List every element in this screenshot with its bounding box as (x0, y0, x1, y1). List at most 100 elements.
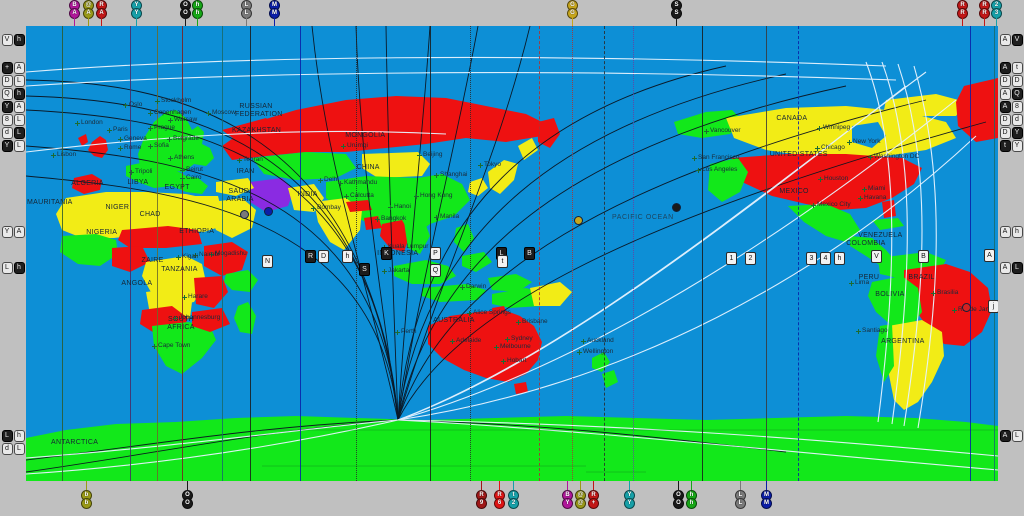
map-icon-badge[interactable]: B (918, 250, 929, 263)
map-icon-badge[interactable]: B (524, 247, 535, 260)
toolbar-icon-button[interactable]: A (999, 262, 1011, 274)
map-icon-badge[interactable]: 1 (726, 252, 737, 265)
map-icon-badge[interactable]: t (497, 255, 508, 268)
toolbar-icon-button[interactable]: Q (1, 88, 13, 100)
toolbar-icon-button[interactable]: L (13, 443, 25, 455)
map-icon-badge[interactable]: A (984, 249, 995, 262)
map-pin-head-lower[interactable]: Y (562, 498, 573, 509)
toolbar-icon-button[interactable]: t (999, 140, 1011, 152)
toolbar-icon-button[interactable]: L (1011, 430, 1023, 442)
map-pin-head-lower[interactable]: 2 (508, 498, 519, 509)
map-pin-head-lower[interactable]: 9 (476, 498, 487, 509)
toolbar-icon-button[interactable]: A (999, 34, 1011, 46)
toolbar-icon-button[interactable]: L (1, 430, 13, 442)
toolbar-icon-button[interactable]: Y (1011, 127, 1023, 139)
toolbar-icon-button[interactable]: A (999, 430, 1011, 442)
map-icon-badge[interactable]: 3 (806, 252, 817, 265)
map-canvas[interactable]: PACIFIC OCEAN MAURITANIA ALGERIA LIBYA EGYPT… (26, 26, 998, 481)
map-location-marker[interactable] (672, 203, 681, 212)
toolbar-icon-button[interactable]: A (999, 62, 1011, 74)
map-pin-head-lower[interactable]: @ (575, 498, 586, 509)
map-pin-head-lower[interactable]: + (588, 498, 599, 509)
map-icon-badge[interactable]: 2 (745, 252, 756, 265)
toolbar-icon-button[interactable]: D (999, 127, 1011, 139)
toolbar-icon-button[interactable]: A (999, 101, 1011, 113)
toolbar-icon-button[interactable]: h (13, 34, 25, 46)
toolbar-icon-button[interactable]: L (1, 262, 13, 274)
map-pin-head-lower[interactable]: M (761, 498, 772, 509)
map-location-marker[interactable] (574, 216, 583, 225)
toolbar-icon-button[interactable]: d (1, 127, 13, 139)
toolbar-icon-button[interactable]: Y (1, 101, 13, 113)
map-pin-head-lower[interactable]: h (686, 498, 697, 509)
toolbar-icon-button[interactable]: h (13, 88, 25, 100)
toolbar-icon-button[interactable]: Y (1, 140, 13, 152)
map-icon-badge[interactable]: K (381, 247, 392, 260)
map-icon-badge[interactable]: h (342, 250, 353, 263)
map-icon-badge[interactable]: j (988, 300, 998, 313)
toolbar-icon-button[interactable]: D (1, 75, 13, 87)
toolbar-icon-button[interactable]: Q (1011, 88, 1023, 100)
toolbar-icon-button[interactable]: d (1, 443, 13, 455)
map-pin-head-lower[interactable]: 6 (494, 498, 505, 509)
map-pin[interactable]: R + (588, 481, 599, 516)
toolbar-icon-button[interactable]: L (13, 75, 25, 87)
toolbar-icon-button[interactable]: h (13, 262, 25, 274)
toolbar-icon-button[interactable]: V (1, 34, 13, 46)
toolbar-icon-button[interactable]: Y (1011, 140, 1023, 152)
toolbar-icon-button[interactable]: V (1011, 34, 1023, 46)
toolbar-icon-button[interactable]: L (13, 140, 25, 152)
map-icon-badge[interactable]: N (262, 255, 273, 268)
map-pin-head-lower[interactable]: O (673, 498, 684, 509)
map-icon-badge[interactable]: h (834, 252, 845, 265)
toolbar-icon-button[interactable]: 8 (1, 114, 13, 126)
map-icon-badge[interactable]: V (871, 250, 882, 263)
toolbar-icon-button[interactable]: A (13, 101, 25, 113)
map-location-marker[interactable] (962, 303, 971, 312)
toolbar-icon-button[interactable]: h (13, 430, 25, 442)
map-location-marker[interactable] (264, 207, 273, 216)
toolbar-icon-button[interactable]: L (13, 114, 25, 126)
toolbar-icon-button[interactable]: 8 (1011, 101, 1023, 113)
toolbar-icon-button[interactable]: L (13, 127, 25, 139)
toolbar-icon-button[interactable]: A (13, 226, 25, 238)
map-pin-head-lower[interactable]: Y (624, 498, 635, 509)
map-pin[interactable]: @ A (83, 0, 94, 26)
map-icon-badge[interactable]: S (359, 263, 370, 276)
map-icon-badge[interactable]: R (305, 250, 316, 263)
map-pin-head-lower[interactable]: b (81, 498, 92, 509)
map-location-marker[interactable] (240, 210, 249, 219)
map-pin-head-lower[interactable]: L (735, 498, 746, 509)
toolbar-icon-button[interactable]: Y (1, 226, 13, 238)
toolbar-icon-button[interactable]: d (1011, 114, 1023, 126)
map-icon-badge[interactable]: 4 (820, 252, 831, 265)
map-pin-head-lower[interactable]: O (182, 498, 193, 509)
toolbar-icon-button[interactable]: A (999, 88, 1011, 100)
map-pin[interactable]: @ @ (575, 481, 586, 516)
toolbar-icon-button[interactable]: D (1011, 75, 1023, 87)
toolbar-icon-button[interactable]: D (999, 75, 1011, 87)
toolbar-icon-button[interactable]: L (1011, 262, 1023, 274)
map-icon-badge[interactable]: P (430, 247, 441, 260)
toolbar-icon-button[interactable]: + (1, 62, 13, 74)
map-icon-badge[interactable]: Q (430, 264, 441, 277)
